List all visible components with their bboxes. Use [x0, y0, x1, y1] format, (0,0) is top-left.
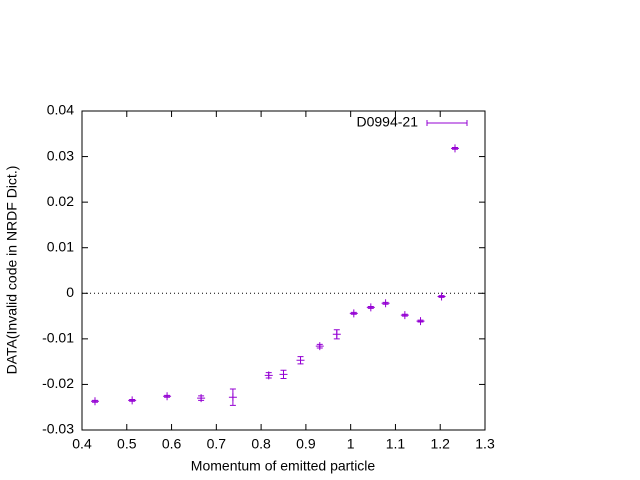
y-tick-label: -0.02 [42, 375, 74, 391]
y-axis-label: DATA(Invalid code in NRDF Dict.) [4, 166, 20, 375]
legend-label: D0994-21 [357, 114, 419, 130]
y-tick-label: -0.03 [42, 421, 74, 437]
x-tick-label: 1.3 [475, 436, 495, 452]
y-tick-label: 0.02 [47, 193, 74, 209]
point [163, 392, 172, 401]
point [264, 371, 273, 380]
x-tick-label: 0.6 [162, 436, 182, 452]
point [296, 356, 305, 365]
y-tick-label: 0.04 [47, 102, 74, 118]
x-tick-label: 0.8 [251, 436, 271, 452]
point [400, 311, 409, 320]
point [381, 299, 390, 308]
point [197, 394, 206, 403]
point [450, 144, 459, 153]
y-tick-label: 0.01 [47, 238, 74, 254]
x-tick-label: 1.1 [386, 436, 406, 452]
point [437, 292, 446, 301]
legend-sample [426, 120, 468, 126]
y-tick-label: 0.03 [47, 147, 74, 163]
point [315, 342, 324, 351]
point [90, 397, 99, 406]
x-tick-label: 0.4 [72, 436, 92, 452]
point [228, 393, 237, 402]
x-tick-label: 0.5 [117, 436, 137, 452]
x-tick-label: 1 [347, 436, 355, 452]
point [349, 309, 358, 318]
point [332, 330, 341, 339]
point [366, 303, 375, 312]
point [279, 370, 288, 379]
x-tick-label: 0.9 [296, 436, 316, 452]
x-tick-label: 0.7 [207, 436, 227, 452]
point [416, 317, 425, 326]
plot-border [81, 110, 486, 431]
y-tick-label: -0.01 [42, 330, 74, 346]
x-tick-label: 1.2 [430, 436, 450, 452]
x-axis-label: Momentum of emitted particle [191, 458, 376, 474]
point [128, 396, 137, 405]
y-tick-label: 0 [66, 284, 74, 300]
